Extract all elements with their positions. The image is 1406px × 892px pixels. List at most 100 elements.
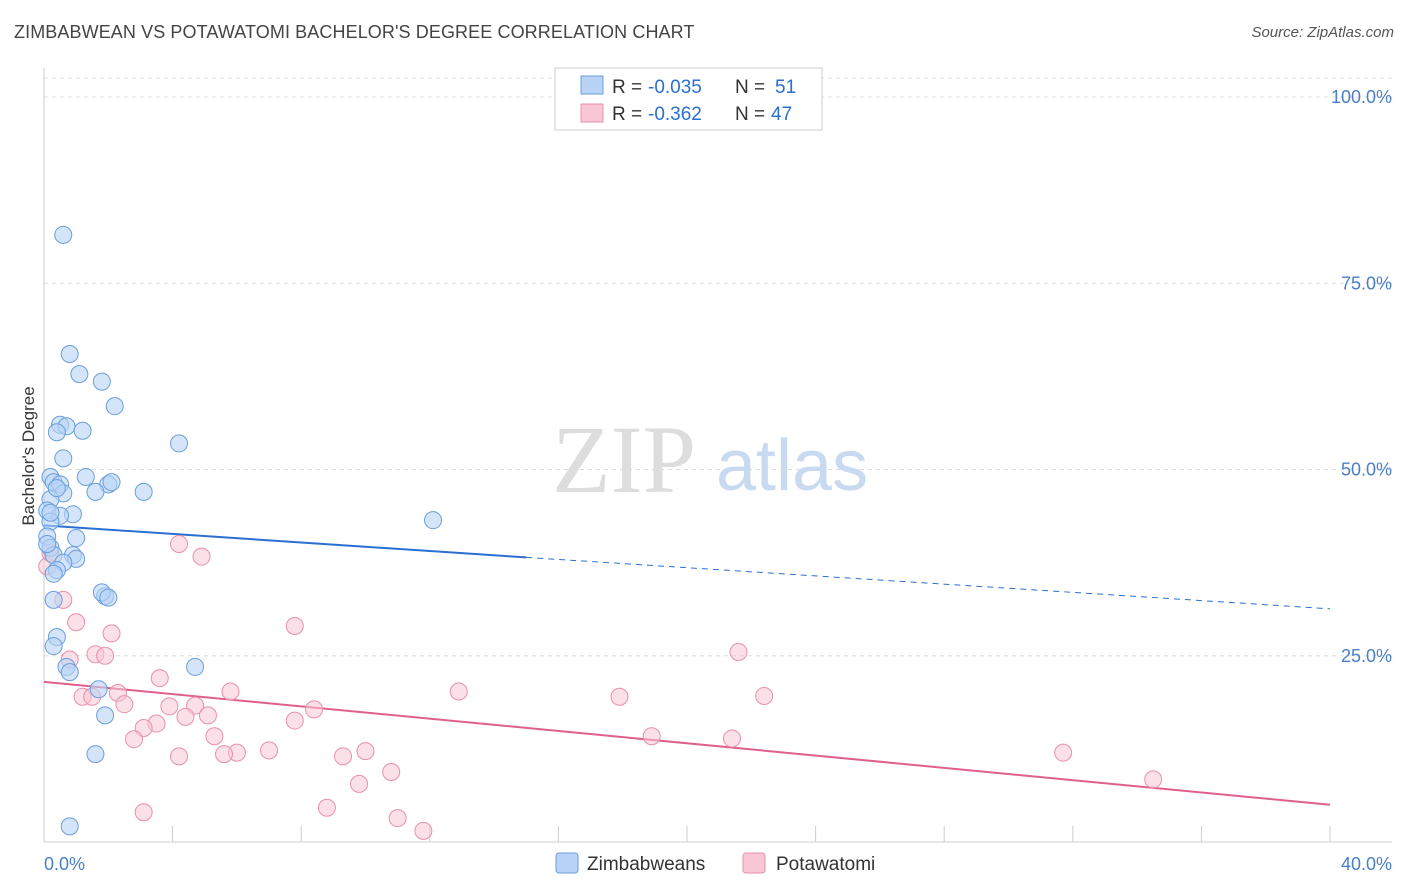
- watermark-zip: ZIP: [552, 406, 696, 513]
- zimbabweans-point: [44, 564, 63, 583]
- zimbabweans-point: [105, 397, 124, 416]
- potawatomi-point: [67, 613, 86, 632]
- potawatomi-point: [642, 727, 661, 746]
- series-legend-potawatomi: Potawatomi: [776, 854, 875, 875]
- trend-lines: [43, 524, 1331, 806]
- zimbabweans-point: [70, 365, 89, 384]
- potawatomi-point: [125, 730, 144, 749]
- legend-swatch-pink: [580, 103, 604, 123]
- potawatomi-point: [305, 700, 324, 719]
- potawatomi-trend-line: [43, 680, 1331, 806]
- potawatomi-point: [449, 682, 468, 701]
- zimbabweans-point: [60, 817, 79, 836]
- watermark-atlas: atlas: [716, 426, 868, 506]
- y-tick-label-50: 50.0%: [1341, 460, 1392, 480]
- potawatomi-point: [115, 695, 134, 714]
- zimbabweans-point: [73, 421, 92, 440]
- zimbabweans-point: [60, 345, 79, 364]
- potawatomi-point: [317, 798, 336, 817]
- source-label: Source: ZipAtlas.com: [1251, 24, 1394, 41]
- zimbabweans-point: [134, 482, 153, 501]
- potawatomi-point: [170, 747, 189, 766]
- y-axis-label: Bachelor's Degree: [19, 386, 38, 525]
- legend-n-value-2: 47: [771, 104, 792, 125]
- potawatomi-point: [96, 646, 115, 665]
- potawatomi-point: [192, 547, 211, 566]
- zimbabweans-point: [38, 535, 57, 553]
- potawatomi-point: [723, 729, 742, 748]
- watermark: ZIP atlas: [552, 406, 868, 513]
- zimbabweans-point: [44, 590, 63, 609]
- series-legend-zimbabweans: Zimbabweans: [587, 854, 705, 875]
- legend-r-value-2: -0.362: [648, 104, 702, 125]
- zimbabweans-point: [424, 511, 443, 530]
- zimbabweans-point: [89, 680, 108, 699]
- legend-n-value-1: 51: [775, 77, 796, 98]
- legend-n-label-1: N =: [735, 77, 765, 98]
- potawatomi-point: [205, 727, 224, 746]
- potawatomi-point: [285, 711, 304, 730]
- zimbabweans-point: [41, 503, 60, 522]
- potawatomi-point: [610, 687, 629, 706]
- correlation-legend: R = -0.035 N = 51 R = -0.362 N = 47: [554, 67, 823, 131]
- zimbabweans-point: [67, 529, 86, 548]
- potawatomi-point: [414, 821, 433, 840]
- legend-r-label-1: R =: [612, 77, 642, 98]
- zimbabweans-point: [99, 588, 118, 607]
- zimbabweans-point: [54, 449, 73, 468]
- potawatomi-point: [350, 774, 369, 793]
- potawatomi-point: [215, 745, 234, 764]
- zimbabweans-trend-extension: [526, 556, 1331, 610]
- y-tick-labels: 25.0% 50.0% 75.0% 100.0%: [1331, 87, 1392, 666]
- zimbabweans-points: [38, 225, 443, 836]
- zimbabweans-point: [96, 706, 115, 725]
- potawatomi-point: [285, 616, 304, 635]
- potawatomi-point: [160, 697, 179, 716]
- zimbabweans-trend-line: [43, 524, 527, 559]
- series-legend-swatch-potawatomi: [742, 852, 766, 874]
- potawatomi-point: [729, 643, 748, 662]
- chart-title: ZIMBABWEAN VS POTAWATOMI BACHELOR'S DEGR…: [14, 22, 695, 42]
- potawatomi-point: [1144, 770, 1163, 789]
- y-tick-label-25: 25.0%: [1341, 646, 1392, 666]
- potawatomi-point: [170, 535, 189, 553]
- legend-swatch-blue: [580, 75, 604, 95]
- legend-r-value-1: -0.035: [648, 77, 702, 98]
- y-tick-label-75: 75.0%: [1341, 273, 1392, 293]
- legend-r-label-2: R =: [612, 104, 642, 125]
- zimbabweans-point: [76, 467, 95, 486]
- series-legend-swatch-zimbabweans: [555, 852, 579, 874]
- zimbabweans-point: [47, 479, 66, 498]
- potawatomi-point: [221, 682, 240, 701]
- x-axis-ticks: [172, 826, 1331, 842]
- grid-lines: [44, 77, 1392, 657]
- potawatomi-point: [755, 686, 774, 705]
- zimbabweans-point: [86, 482, 105, 501]
- potawatomi-point: [333, 747, 352, 766]
- legend-n-label-2: N =: [735, 104, 765, 125]
- potawatomi-point: [134, 803, 153, 822]
- zimbabweans-point: [54, 225, 73, 244]
- zimbabweans-point: [186, 657, 205, 676]
- potawatomi-point: [382, 762, 401, 781]
- series-legend: Zimbabweans Potawatomi: [555, 852, 875, 875]
- potawatomi-point: [150, 669, 169, 688]
- x-tick-label-max: 40.0%: [1341, 854, 1392, 874]
- zimbabweans-point: [170, 434, 189, 453]
- zimbabweans-point: [86, 745, 105, 764]
- zimbabweans-point: [47, 423, 66, 442]
- potawatomi-point: [198, 706, 217, 725]
- potawatomi-point: [260, 741, 279, 760]
- zimbabweans-point: [44, 637, 63, 656]
- potawatomi-points: [38, 535, 1163, 840]
- potawatomi-point: [356, 742, 375, 761]
- potawatomi-point: [1054, 743, 1073, 762]
- zimbabweans-point: [92, 372, 111, 391]
- y-tick-label-100: 100.0%: [1331, 87, 1392, 107]
- zimbabweans-point: [60, 663, 79, 682]
- potawatomi-point: [102, 624, 121, 643]
- x-tick-label-min: 0.0%: [44, 854, 85, 874]
- zimbabweans-point: [102, 473, 121, 492]
- potawatomi-point: [388, 809, 407, 828]
